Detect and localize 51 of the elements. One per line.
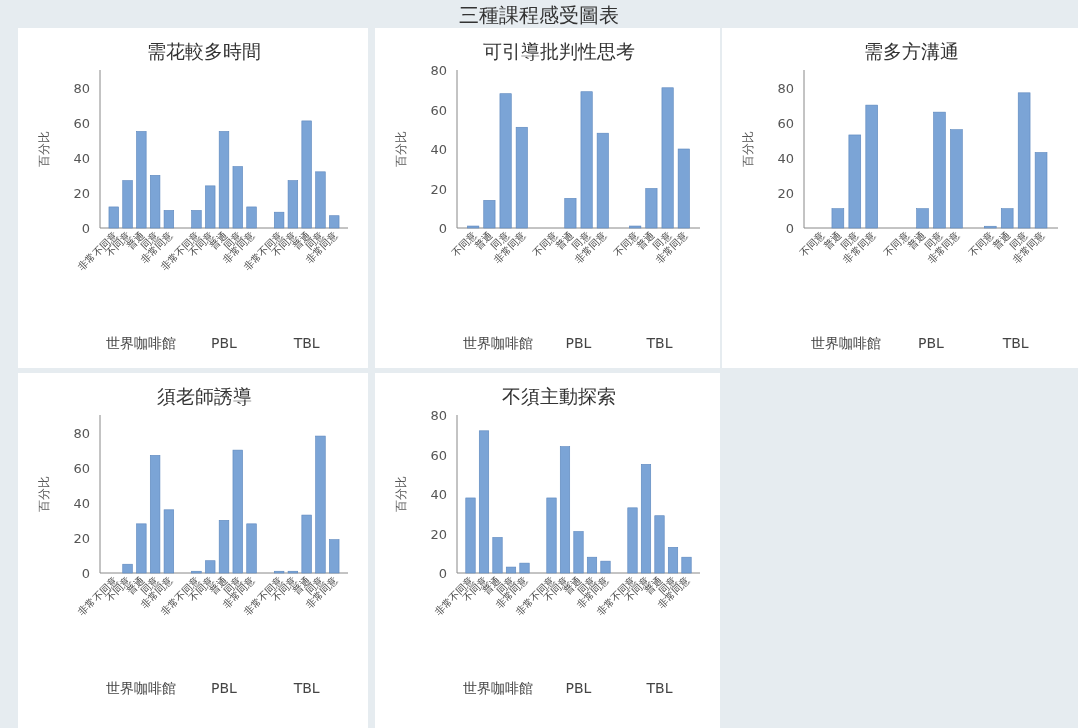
y-tick-label: 80: [430, 63, 447, 78]
text: 世界咖啡館: [462, 680, 533, 696]
text: PBL: [918, 335, 945, 351]
text: 世界咖啡館: [811, 335, 882, 351]
text: TBL: [292, 680, 320, 696]
y-axis-title: 百分比: [37, 131, 51, 167]
chart-title: 需花較多時間: [147, 40, 261, 62]
y-tick-label: 80: [73, 80, 90, 96]
y-tick-label: 60: [430, 102, 447, 118]
text: PBL: [211, 680, 238, 696]
y-tick-label: 60: [73, 115, 90, 131]
y-axis-title: 百分比: [394, 131, 408, 167]
y-tick-label: 20: [430, 526, 447, 542]
y-tick-label: 40: [73, 150, 90, 166]
text: TBL: [1001, 335, 1029, 351]
chart-title: 需多方溝通: [863, 40, 959, 62]
y-tick-label: 80: [777, 80, 794, 96]
chart-title: 須老師誘導: [156, 385, 252, 407]
y-axis-title: 百分比: [394, 476, 408, 512]
y-tick-label: 40: [430, 142, 447, 157]
text: PBL: [565, 680, 592, 696]
y-tick-label: 20: [777, 185, 794, 201]
y-tick-label: 80: [73, 425, 90, 441]
text: 世界咖啡館: [462, 335, 533, 351]
y-axis-title: 百分比: [741, 131, 755, 167]
y-tick-label: 0: [438, 221, 447, 236]
y-tick-label: 60: [73, 460, 90, 476]
y-tick-label: 20: [430, 181, 447, 197]
text: 三種課程感受圖表: [459, 3, 619, 27]
text: 世界咖啡館: [106, 680, 177, 696]
y-tick-label: 80: [430, 408, 447, 423]
text: TBL: [645, 680, 673, 696]
y-tick-label: 20: [73, 185, 90, 201]
y-tick-label: 60: [430, 447, 447, 463]
y-tick-label: 0: [81, 221, 90, 236]
text: PBL: [211, 335, 238, 351]
text: 世界咖啡館: [106, 335, 177, 351]
y-tick-label: 60: [777, 115, 794, 131]
y-tick-label: 20: [73, 530, 90, 546]
chart-title: 不須主動探索: [501, 385, 616, 407]
y-tick-label: 40: [73, 495, 90, 511]
text: TBL: [292, 335, 320, 351]
chart-title: 可引導批判性思考: [482, 40, 635, 62]
text: PBL: [565, 335, 592, 351]
y-tick-label: 0: [438, 566, 447, 581]
y-tick-label: 0: [785, 221, 794, 236]
text: TBL: [645, 335, 673, 351]
y-tick-label: 40: [777, 150, 794, 166]
y-tick-label: 40: [430, 487, 447, 502]
y-axis-title: 百分比: [37, 476, 51, 512]
y-tick-label: 0: [81, 566, 90, 581]
